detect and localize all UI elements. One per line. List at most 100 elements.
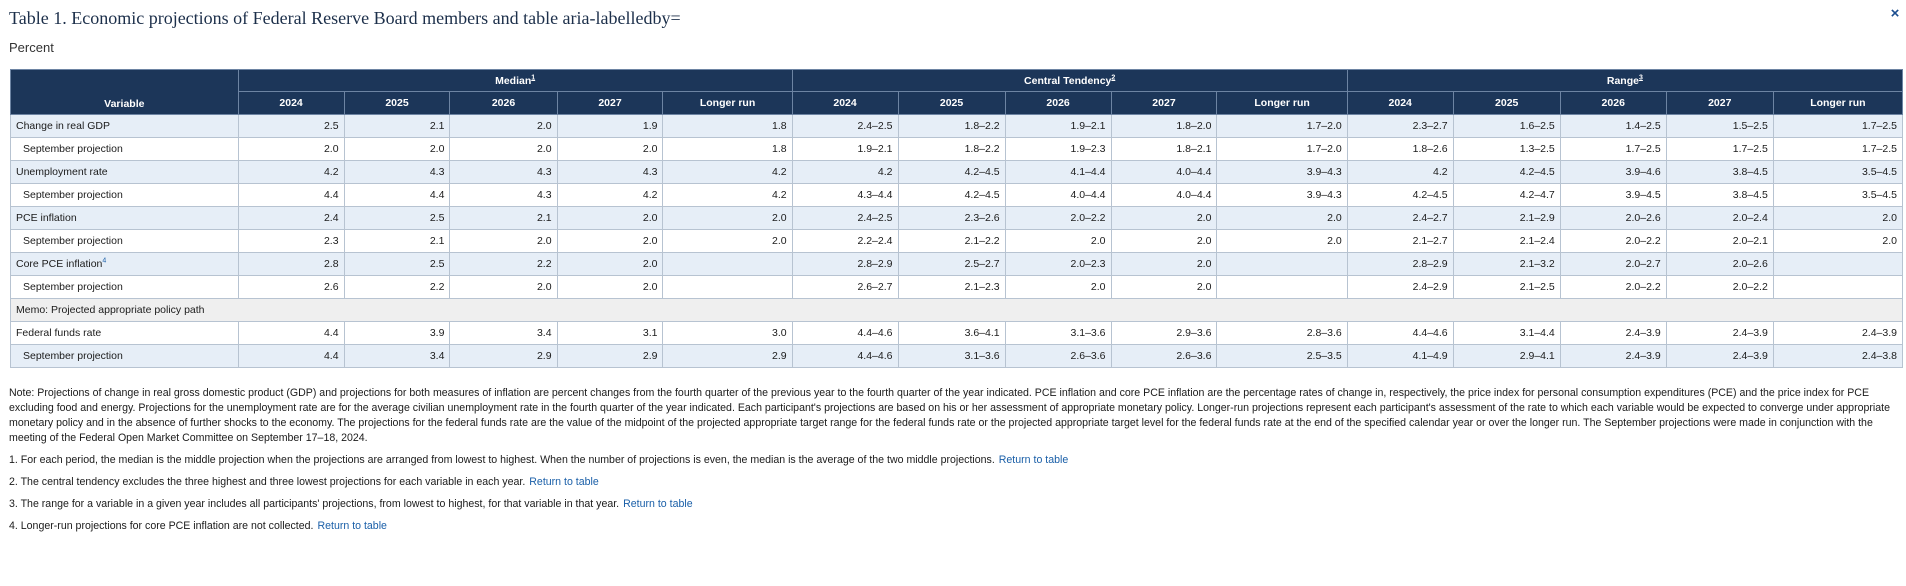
- column-header: 2024: [1346, 91, 1454, 115]
- table-cell: 1.3–2.5: [1452, 137, 1561, 161]
- table-cell: 4.4–4.6: [791, 321, 899, 345]
- group-label: Central Tendency: [1024, 74, 1112, 87]
- row-label: Unemployment rate: [10, 160, 239, 184]
- table-cell: 2.4: [237, 206, 345, 230]
- table-row: Change in real GDP 2.5 2.1 2.0 1.9 1.8 2.4–2.5…: [10, 114, 1904, 138]
- table-cell: 2.3–2.6: [897, 206, 1006, 230]
- table-cell: 2.0: [1216, 229, 1348, 253]
- table-row: September projection 2.3 2.1 2.0 2.0 2.0 2.2–2…: [10, 229, 1904, 253]
- row-label-text: PCE inflation: [16, 212, 77, 224]
- table-cell: 2.0–2.4: [1665, 206, 1774, 230]
- table-cell: 1.7–2.0: [1216, 114, 1348, 138]
- projections-table: Variable Median1 Central Tendency2 Range…: [10, 69, 1904, 368]
- return-to-table-link[interactable]: Return to table: [998, 454, 1069, 466]
- row-label-text: September projection: [23, 143, 123, 155]
- row-label: September projection: [10, 229, 239, 253]
- table-cell: 2.9: [556, 344, 664, 368]
- table-cell: 2.0: [556, 229, 664, 253]
- table-cell: 2.1–2.2: [897, 229, 1006, 253]
- table-cell: 3.1–3.6: [897, 344, 1006, 368]
- table-cell: 2.5: [343, 252, 451, 276]
- table-cell: 1.9–2.1: [1004, 114, 1112, 138]
- table-cell: 2.4–2.9: [1346, 275, 1454, 299]
- column-header: Longer run: [1772, 91, 1904, 115]
- table-cell: 4.0–4.4: [1110, 160, 1218, 184]
- group-header-row: Variable Median1 Central Tendency2 Range…: [10, 69, 1904, 115]
- column-header: 2026: [449, 91, 558, 115]
- footnote-3: 3. The range for a variable in a given y…: [9, 497, 1899, 512]
- table-cell: 2.0: [556, 137, 664, 161]
- column-header: 2025: [1452, 91, 1561, 115]
- table-cell: 2.0: [1110, 229, 1218, 253]
- table-cell: 3.9–4.6: [1559, 160, 1667, 184]
- table-row: Unemployment rate 4.2 4.3 4.3 4.3 4.2 4.2 4.2–4…: [10, 160, 1904, 184]
- table-cell: 4.4–4.6: [791, 344, 899, 368]
- table-cell: 1.9–2.1: [791, 137, 899, 161]
- table-cell: 2.0: [1004, 229, 1112, 253]
- table-cell: 1.8–2.0: [1110, 114, 1218, 138]
- table-cell: 3.5–4.5: [1772, 183, 1904, 207]
- table-cell: 3.1: [556, 321, 664, 345]
- table-cell: [1216, 275, 1348, 299]
- return-to-table-link[interactable]: Return to table: [529, 476, 599, 488]
- table-cell: 3.9–4.3: [1216, 183, 1348, 207]
- table-cell: [662, 252, 793, 276]
- row-label: September projection: [10, 183, 239, 207]
- table-body: Change in real GDP 2.5 2.1 2.0 1.9 1.8 2.4–2.5…: [10, 114, 1904, 368]
- table-cell: 4.3: [556, 160, 664, 184]
- table-cell: 2.0: [1772, 229, 1904, 253]
- table-cell: 2.0–2.6: [1559, 206, 1667, 230]
- table-cell: 2.0–2.2: [1559, 275, 1667, 299]
- footnote-ref-link[interactable]: 4: [102, 257, 107, 265]
- footnote-ref-link[interactable]: 3: [1638, 74, 1643, 81]
- row-label: September projection: [10, 275, 239, 299]
- footnote-ref-link[interactable]: 1: [531, 74, 536, 81]
- table-cell: 2.5: [237, 114, 345, 138]
- column-header: 2024: [791, 91, 899, 115]
- table-cell: 2.0–2.2: [1559, 229, 1667, 253]
- return-to-table-link[interactable]: Return to table: [623, 498, 693, 510]
- table-row: Federal funds rate 4.4 3.9 3.4 3.1 3.0 4.4–4.6…: [10, 321, 1904, 345]
- table-cell: 2.8–3.6: [1216, 321, 1348, 345]
- table-cell: 2.2: [343, 275, 451, 299]
- table-cell: 2.1–3.2: [1452, 252, 1561, 276]
- table-cell: [662, 275, 793, 299]
- table-cell: 4.4: [343, 183, 451, 207]
- table-cell: 4.0–4.4: [1110, 183, 1218, 207]
- footnote-ref-link[interactable]: 2: [1111, 74, 1116, 81]
- row-label-text: Change in real GDP: [16, 120, 110, 132]
- table-cell: 2.4–3.8: [1772, 344, 1904, 368]
- table-cell: 2.1–2.4: [1452, 229, 1561, 253]
- table-cell: 2.0: [1110, 275, 1218, 299]
- row-label-text: Core PCE inflation: [16, 258, 103, 270]
- table-cell: 4.2–4.5: [1346, 183, 1454, 207]
- table-cell: 4.2–4.5: [897, 160, 1006, 184]
- table-cell: 1.4–2.5: [1559, 114, 1667, 138]
- table-cell: 4.4: [237, 321, 345, 345]
- row-label-text: September projection: [23, 350, 123, 362]
- table-cell: 2.1: [343, 229, 451, 253]
- table-cell: 2.1: [449, 206, 558, 230]
- table-cell: 2.5–3.5: [1216, 344, 1348, 368]
- table-cell: [1772, 275, 1904, 299]
- table-cell: 2.0: [1110, 206, 1218, 230]
- table-cell: 2.0: [556, 275, 664, 299]
- table-cell: 1.8: [662, 114, 793, 138]
- table-cell: 3.8–4.5: [1665, 183, 1774, 207]
- table-cell: 4.2–4.5: [897, 183, 1006, 207]
- table-cell: 2.0–2.6: [1665, 252, 1774, 276]
- return-to-table-link[interactable]: Return to table: [317, 520, 387, 532]
- row-label-text: September projection: [23, 235, 123, 247]
- close-icon[interactable]: ×: [1890, 5, 1900, 22]
- table-cell: 3.9–4.5: [1559, 183, 1667, 207]
- table-cell: 2.4–3.9: [1665, 321, 1774, 345]
- table-cell: 3.0: [662, 321, 793, 345]
- variable-header: Variable: [10, 69, 239, 115]
- table-cell: 2.4–3.9: [1559, 321, 1667, 345]
- table-cell: 4.1–4.4: [1004, 160, 1112, 184]
- table-cell: 3.6–4.1: [897, 321, 1006, 345]
- table-cell: 4.3: [449, 160, 558, 184]
- table-cell: 2.0–2.2: [1665, 275, 1774, 299]
- memo-row: Memo: Projected appropriate policy path: [10, 298, 1903, 322]
- footnote-4: 4. Longer-run projections for core PCE i…: [9, 519, 1899, 534]
